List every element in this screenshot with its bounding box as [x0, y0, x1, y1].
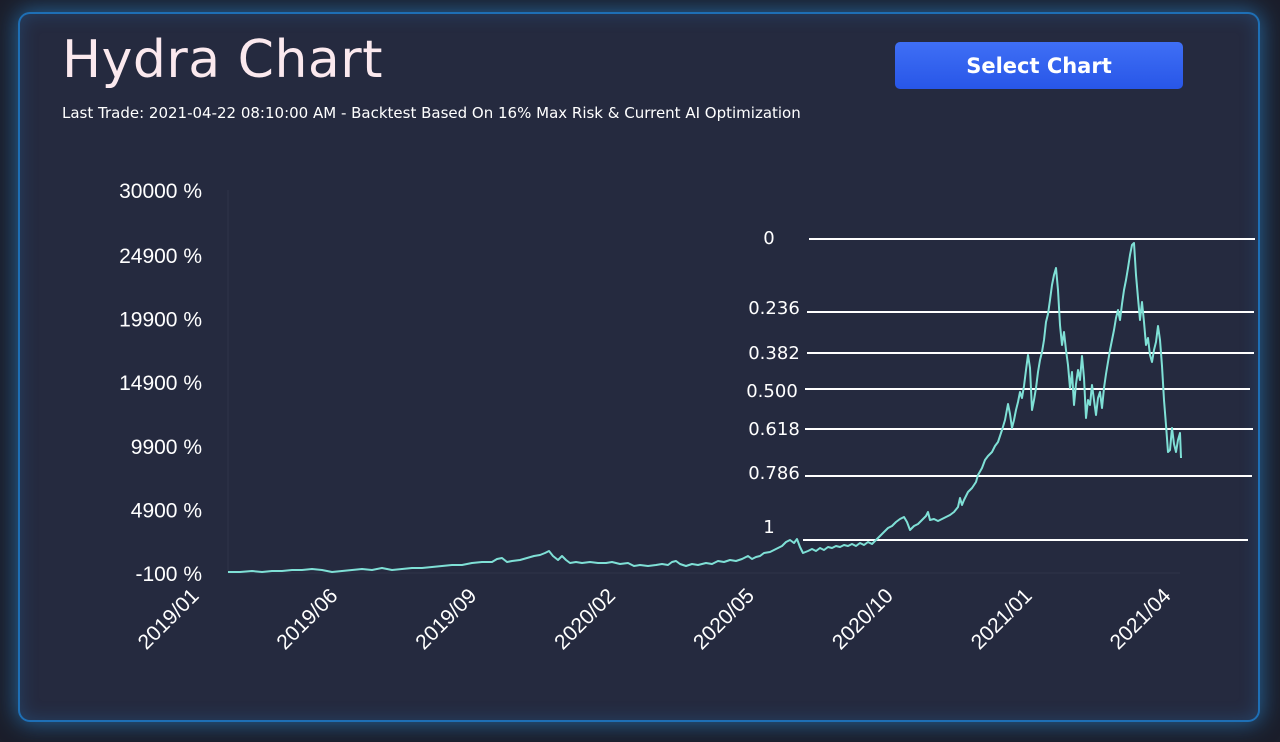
fib-level-label: 0.618 [748, 419, 800, 440]
x-tick-label: 2020/05 [689, 584, 759, 654]
y-tick-label: 30000 % [119, 180, 202, 203]
fib-level-label: 0 [763, 228, 774, 249]
y-tick-label: 14900 % [119, 372, 202, 395]
fib-level-label: 1 [763, 517, 774, 538]
x-tick-label: 2019/06 [272, 584, 342, 654]
x-tick-label: 2020/10 [828, 584, 898, 654]
y-tick-label: 19900 % [119, 309, 202, 332]
y-tick-label: -100 % [135, 563, 202, 586]
page-title: Hydra Chart [62, 30, 384, 90]
fib-level-label: 0.786 [748, 463, 800, 484]
y-tick-label: 24900 % [119, 245, 202, 268]
x-tick-label: 2019/01 [134, 584, 204, 654]
fib-level-label: 0.236 [748, 298, 800, 319]
x-tick-label: 2020/02 [550, 584, 620, 654]
fib-level-label: 0.382 [748, 343, 800, 364]
equity-series-line [228, 242, 1182, 573]
select-chart-button[interactable]: Select Chart [895, 42, 1183, 89]
y-tick-label: 4900 % [131, 499, 202, 522]
fib-level-label: 0.500 [746, 381, 798, 402]
last-trade-subtitle: Last Trade: 2021-04-22 08:10:00 AM - Bac… [62, 104, 801, 122]
x-tick-label: 2021/04 [1106, 584, 1176, 654]
x-tick-label: 2021/01 [967, 584, 1037, 654]
y-tick-label: 9900 % [131, 436, 202, 459]
chart-panel [20, 14, 1258, 720]
x-tick-label: 2019/09 [411, 584, 481, 654]
